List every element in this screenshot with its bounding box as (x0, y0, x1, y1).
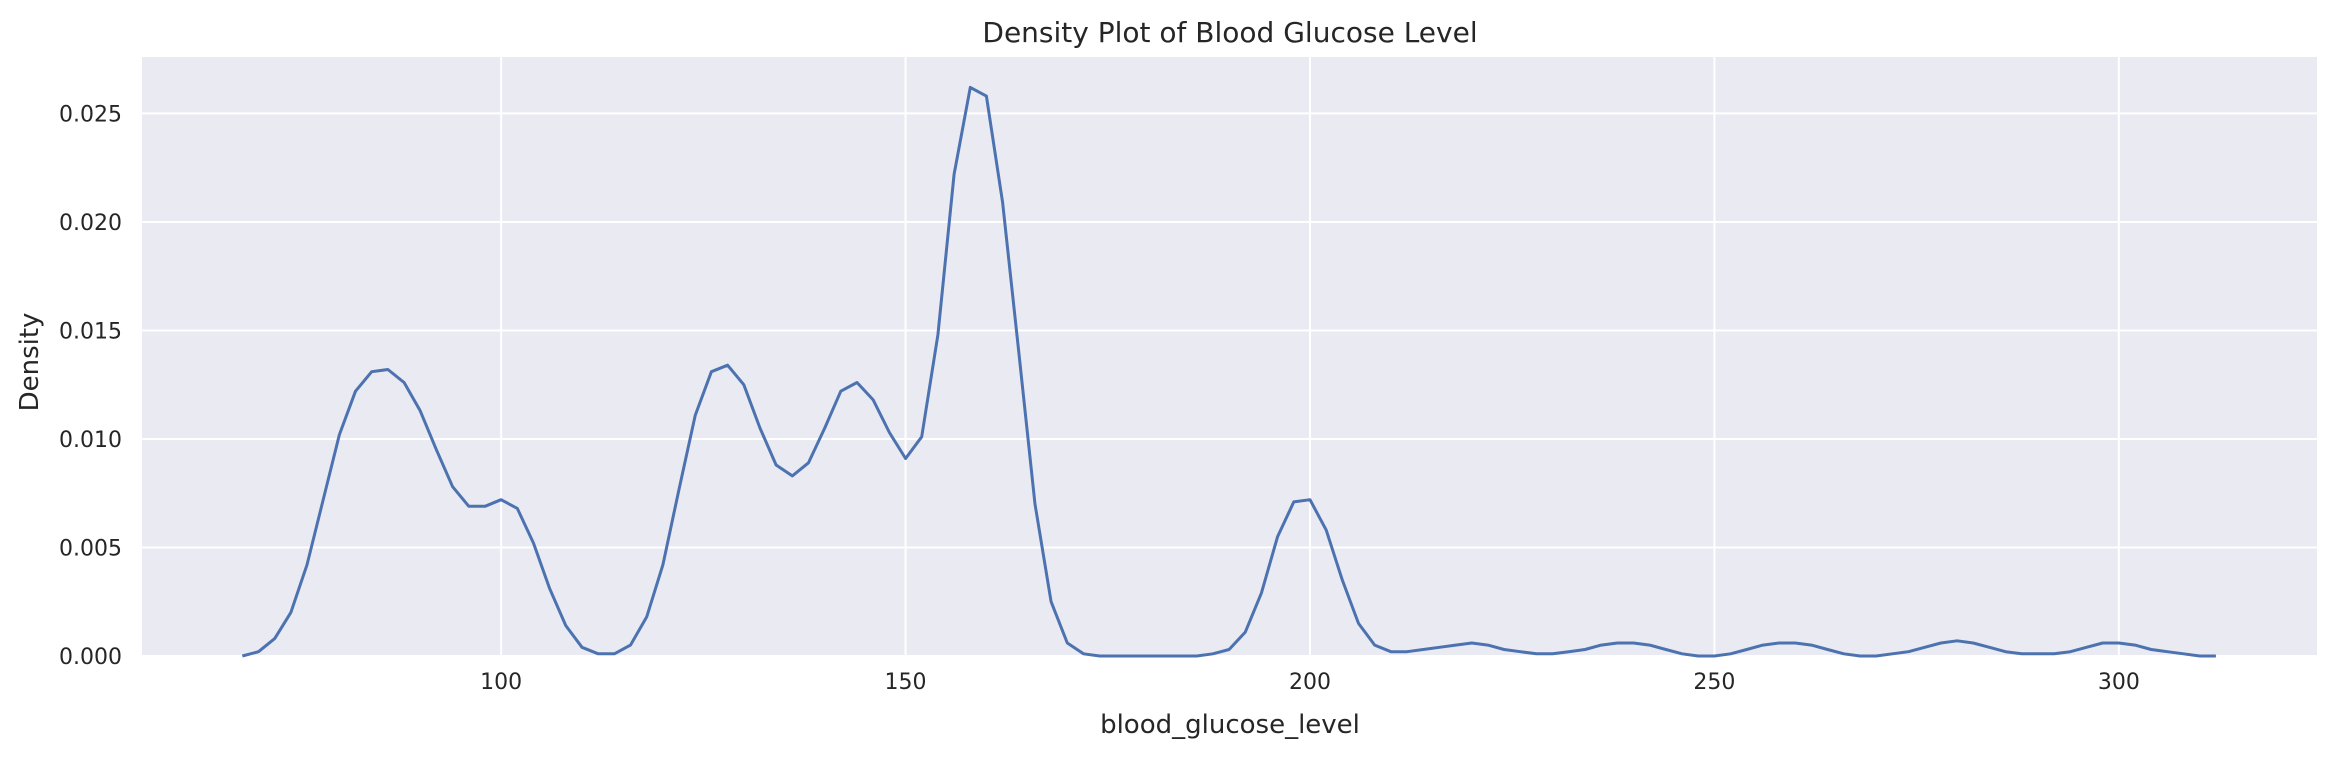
x-tick-label: 200 (1289, 670, 1331, 695)
plot-area (142, 57, 2317, 656)
chart-title: Density Plot of Blood Glucose Level (982, 16, 1477, 49)
y-axis-label: Density (15, 313, 45, 412)
x-tick-label: 250 (1693, 670, 1735, 695)
x-ticks: 100 150 200 250 300 (480, 670, 2140, 695)
x-tick-label: 150 (885, 670, 927, 695)
y-ticks: 0.000 0.005 0.010 0.015 0.020 0.025 (59, 102, 122, 670)
y-tick-label: 0.015 (59, 319, 122, 344)
y-tick-label: 0.000 (59, 645, 122, 670)
x-tick-label: 100 (480, 670, 522, 695)
x-tick-label: 300 (2098, 670, 2140, 695)
y-tick-label: 0.025 (59, 102, 122, 127)
y-tick-label: 0.010 (59, 428, 122, 453)
grid (142, 57, 2317, 657)
y-tick-label: 0.005 (59, 536, 122, 561)
x-axis-label: blood_glucose_level (1100, 710, 1360, 740)
density-line (241, 85, 2216, 658)
y-tick-label: 0.020 (59, 211, 122, 236)
